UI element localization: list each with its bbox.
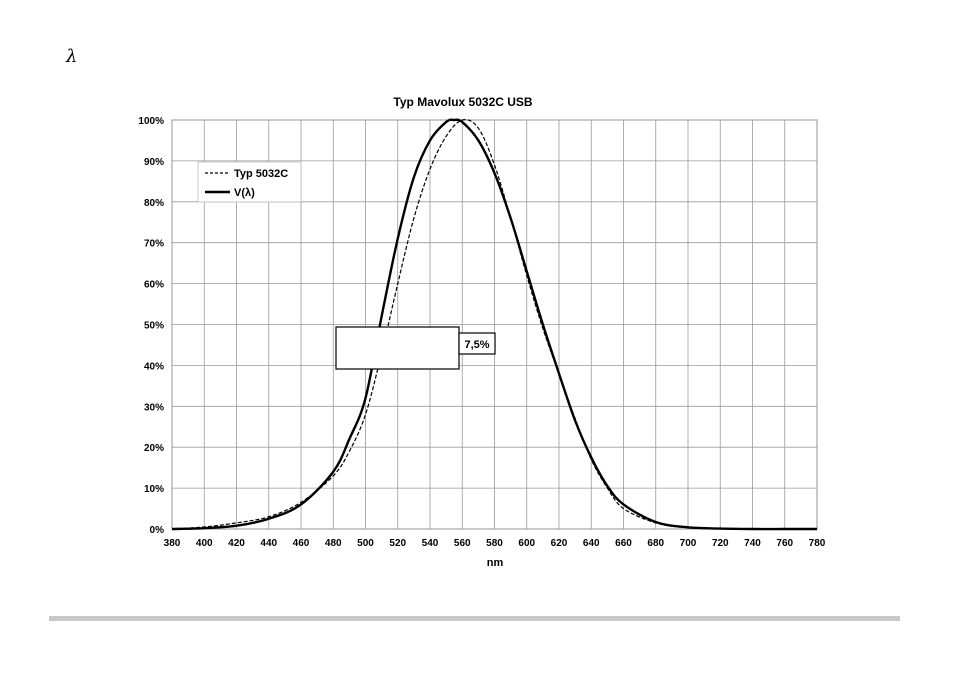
x-tick-label: 480: [325, 538, 342, 549]
x-tick-label: 740: [744, 538, 761, 549]
x-tick-label: 440: [260, 538, 277, 549]
y-axis-ticks: 0% 10% 20% 30% 40% 50% 60% 70% 80% 90% 100%: [138, 116, 164, 536]
x-tick-label: 400: [196, 538, 213, 549]
series-line-typ-5032c: [171, 119, 817, 530]
x-tick-label: 780: [809, 538, 826, 549]
series-group: [171, 118, 817, 531]
grid: [171, 119, 818, 530]
legend: [197, 161, 302, 203]
x-tick-label: 640: [583, 538, 600, 549]
annotation-label: 7,5%: [464, 339, 489, 351]
x-tick-label: 600: [518, 538, 535, 549]
y-tick-label: 40%: [144, 361, 164, 372]
x-tick-label: 660: [615, 538, 632, 549]
footer-divider: [49, 616, 900, 621]
x-tick-label: 520: [389, 538, 406, 549]
annotation-label-box: [458, 332, 496, 355]
legend-label-typ-5032c: Typ 5032C: [234, 168, 288, 180]
x-tick-label: 380: [164, 538, 181, 549]
y-tick-label: 90%: [144, 157, 164, 168]
y-tick-label: 10%: [144, 484, 164, 495]
x-axis-label: nm: [487, 557, 504, 569]
y-tick-label: 80%: [144, 198, 164, 209]
y-tick-label: 0%: [150, 525, 165, 536]
x-tick-label: 700: [680, 538, 697, 549]
x-tick-label: 720: [712, 538, 729, 549]
y-tick-label: 60%: [144, 280, 164, 291]
annotation-box: [335, 326, 460, 370]
x-tick-label: 560: [454, 538, 471, 549]
x-tick-label: 500: [357, 538, 374, 549]
x-tick-label: 580: [486, 538, 503, 549]
x-tick-label: 460: [293, 538, 310, 549]
y-tick-label: 100%: [138, 116, 164, 127]
x-tick-label: 680: [647, 538, 664, 549]
series-line-v-lambda: [171, 118, 817, 531]
x-axis-ticks: 380 400 420 440 460 480 500 520 540 560 580 600 620 6…: [164, 538, 826, 549]
x-tick-label: 540: [422, 538, 439, 549]
chart-title: Typ Mavolux 5032C USB: [393, 95, 532, 109]
y-tick-label: 30%: [144, 402, 164, 413]
y-tick-label: 70%: [144, 239, 164, 250]
x-tick-label: 420: [228, 538, 245, 549]
x-tick-label: 620: [551, 538, 568, 549]
x-tick-label: 760: [776, 538, 793, 549]
y-tick-label: 20%: [144, 443, 164, 454]
legend-label-v-lambda: V(λ): [234, 187, 255, 199]
lambda-symbol: λ: [66, 46, 78, 67]
y-tick-label: 50%: [144, 321, 164, 332]
